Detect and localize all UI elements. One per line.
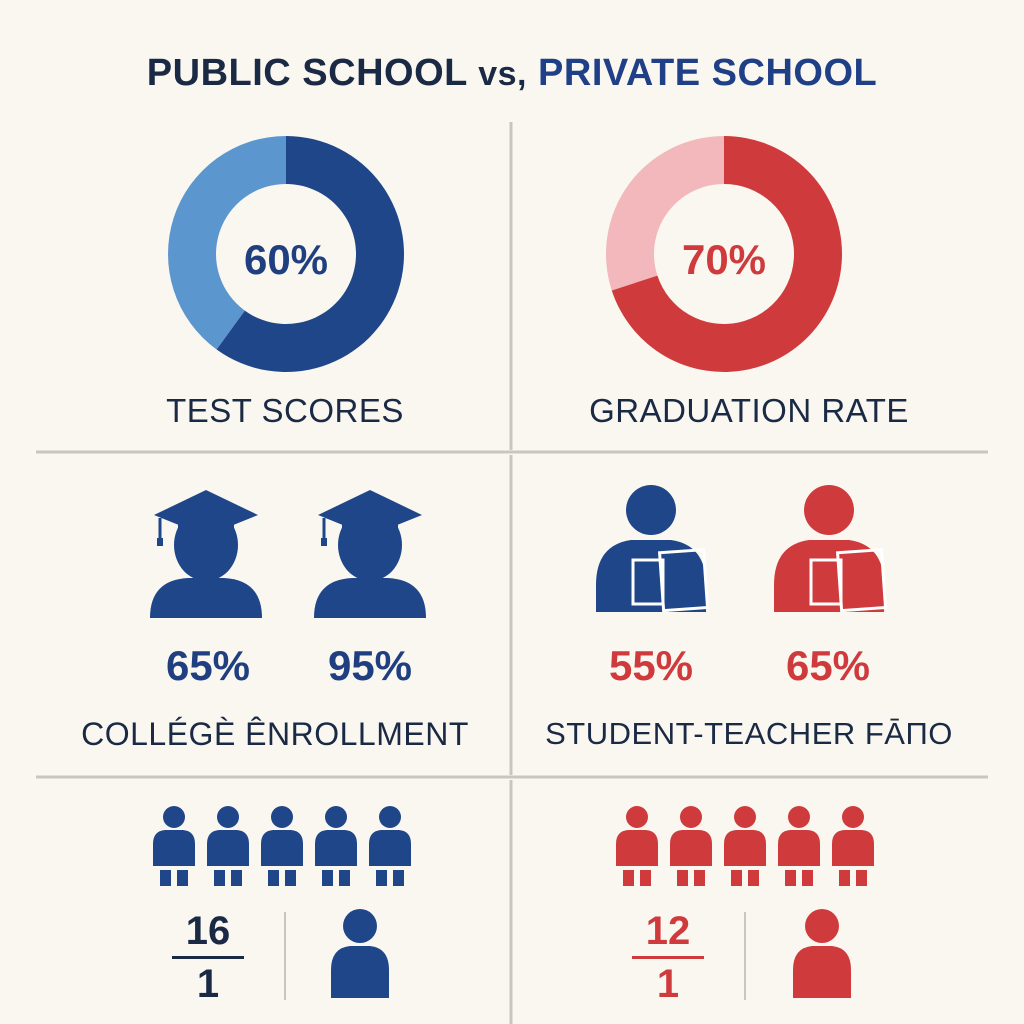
fraction-bar: [172, 956, 244, 959]
student-icon: [724, 806, 766, 886]
donut-value-segment: [611, 136, 843, 372]
college-enrollment-private-value: 95%: [327, 642, 413, 689]
college-enrollment-public-value: 65%: [165, 642, 251, 689]
donut-remaining-segment: [606, 136, 724, 291]
ratio-numerator: 16: [185, 909, 231, 953]
graduate-icon: [314, 490, 426, 618]
graduation-rate-label: GRADUATION RATE: [589, 392, 909, 429]
test-scores-donut: [167, 136, 404, 372]
college-enrollment-label: COLLÉGÈ ÊNROLLMENT: [81, 716, 469, 752]
graduation-rate-donut: [606, 136, 843, 372]
donut-value-segment: [216, 136, 404, 372]
student-icon: [778, 806, 820, 886]
donut-remaining-segment: [167, 136, 286, 350]
public-ratio: 16 1: [168, 908, 248, 1007]
ratio-numerator: 12: [645, 909, 691, 953]
ratio-denominator: 1: [196, 962, 220, 1006]
public-student-row: [153, 806, 411, 886]
page-title: PUBLIC SCHOOL vs, PRIVATE SCHOOL: [146, 52, 878, 94]
graduation-rate-value: 70%: [681, 236, 767, 283]
private-student-row: [616, 806, 874, 886]
student-teacher-label: STUDENT-TEACHER FĀПO: [545, 716, 953, 751]
student-backpack-icon: [596, 485, 710, 613]
student-icon: [207, 806, 249, 886]
student-icon: [315, 806, 357, 886]
student-icon: [832, 806, 874, 886]
student-icon: [369, 806, 411, 886]
test-scores-label: TEST SCORES: [166, 392, 404, 429]
fraction-bar: [632, 956, 704, 959]
ratio-denominator: 1: [656, 962, 680, 1006]
student-icon: [670, 806, 712, 886]
teacher-icon: [793, 909, 851, 998]
test-scores-value: 60%: [243, 236, 329, 283]
student-teacher-private-value: 65%: [785, 642, 871, 689]
private-ratio: 12 1: [628, 908, 708, 1007]
student-icon: [616, 806, 658, 886]
student-icon: [261, 806, 303, 886]
student-icon: [153, 806, 195, 886]
graduate-icon: [150, 490, 262, 618]
student-teacher-public-value: 55%: [608, 642, 694, 689]
student-backpack-icon: [774, 485, 888, 613]
teacher-icon: [331, 909, 389, 998]
